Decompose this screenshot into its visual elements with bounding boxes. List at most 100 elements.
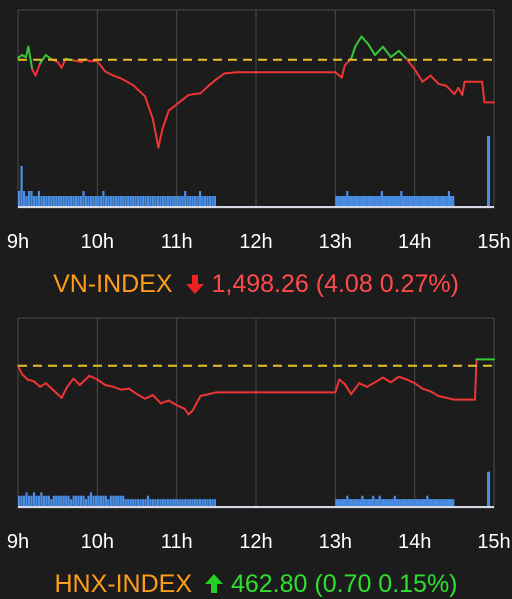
price-segment [72,59,83,63]
volume-bar [144,499,147,506]
volume-bar [114,196,117,206]
volume-bar [203,499,207,506]
volume-bar [50,196,53,206]
volume-bar [346,191,349,206]
price-segment [340,64,346,79]
volume-bar [122,196,125,206]
volume-bar [402,196,405,206]
volume-bar [348,196,351,206]
volume-bar [441,196,444,206]
price-segment [389,375,400,384]
volume-bar [30,495,33,506]
price-segment [78,378,87,386]
price-segment [175,93,190,106]
volume-bar [443,499,446,506]
volume-bar [335,196,338,206]
volume-bar [60,196,63,206]
volume-bar [404,196,407,206]
volume-bar [52,495,55,506]
volume-bar [363,196,366,206]
volume-bar [382,499,386,506]
volume-bar [437,499,440,506]
volume-bar [419,196,422,206]
price-segment [437,82,448,87]
volume-bar [372,196,375,206]
volume-bar [146,196,150,206]
volume-bar [434,196,438,206]
volume-bar [141,196,145,206]
volume-bar [415,499,418,506]
volume-bar [161,196,164,206]
volume-bar [62,196,65,206]
price-segment [120,77,135,87]
price-segment [358,382,369,388]
price-segment [20,373,29,381]
price-segment [143,95,154,120]
volume-bar [413,499,416,506]
volume-bar [47,495,50,506]
price-segment [143,394,154,400]
volume-bar [343,499,347,506]
volume-bar [426,196,429,206]
volume-bar [374,196,377,206]
volume-bar [55,495,58,506]
price-segment [215,72,226,81]
price-segment [461,80,466,96]
volume-bar [378,495,381,506]
price-segment [44,382,55,392]
volume-bar [132,499,135,506]
price-segment [17,364,23,375]
volume-bar [213,499,217,506]
volume-bar [389,499,392,506]
volume-bar [432,499,435,506]
volume-bar [356,196,360,206]
volume-bar [361,495,364,506]
price-segment [120,387,131,391]
volume-bar [171,196,174,206]
volume-bar [79,495,83,506]
volume-bar [428,196,431,206]
volume-bar [350,499,353,506]
volume-bar [30,191,33,206]
price-segment [104,384,115,388]
volume-bar [57,196,60,206]
price-segment [413,382,424,390]
x-tick-11h: 11h [161,231,193,253]
volume-bar [87,196,90,206]
volume-bar [426,495,429,506]
volume-bar [151,196,155,206]
price-segment [187,92,202,96]
volume-bar [430,499,433,506]
volume-bar [156,499,160,506]
price-segment [60,385,69,399]
volume-bar [176,196,179,206]
volume-bar [343,196,347,206]
hnx-index-name: HNX-INDEX [54,570,192,598]
volume-bar [415,196,418,206]
x-tick-14h: 14h [398,531,431,553]
hnx-index-chart: 9h 10h 11h 12h 13h 14h 15h [7,317,511,553]
volume-bar [354,196,358,206]
volume-bar [87,495,90,506]
x-tick-labels: 9h 10h 11h 12h 13h 14h 15h [7,531,511,553]
volume-bar [391,196,394,206]
x-tick-10h: 10h [81,531,114,553]
price-segment [136,393,146,400]
volume-bar [146,495,150,506]
volume-bar [132,196,135,206]
volume-bar [428,499,431,506]
price-segment [360,35,370,46]
volume-bar [117,495,120,506]
price-segment [175,404,186,410]
x-tick-9h: 9h [7,231,29,253]
volume-bar [387,499,390,506]
volume-bar [191,196,194,206]
volume-bar [184,499,187,506]
volume-bar [97,196,100,206]
volume-bar [52,196,55,206]
volume-bar [186,499,189,506]
volume-bar [159,196,162,206]
volume-bar [361,196,364,206]
volume-bar [27,495,31,506]
volume-bar [445,196,448,206]
